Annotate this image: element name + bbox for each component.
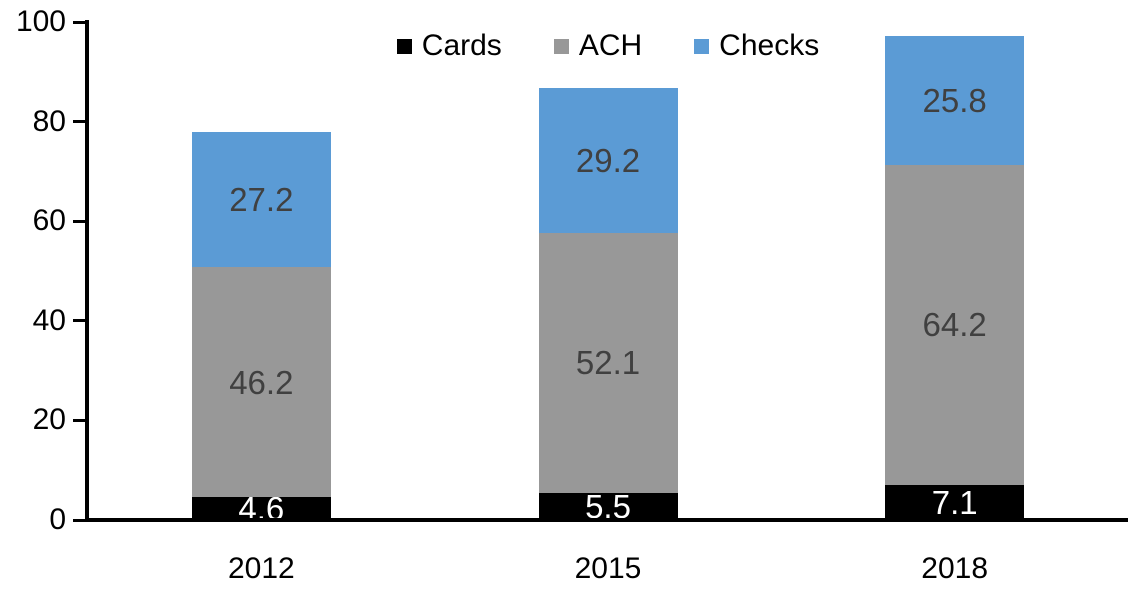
bar-segment-checks: 29.2 [538,87,678,234]
x-axis-category-label: 2018 [921,552,989,585]
bar-value-label: 64.2 [922,306,987,344]
y-axis-tick [73,518,85,522]
y-axis-tick-label: 80 [32,104,66,138]
bar-value-label: 52.1 [575,344,641,382]
y-axis-tick-label: 0 [49,503,66,536]
bar-value-label: 25.8 [922,82,987,120]
bar-segment-cards: 4.6 [191,492,331,525]
bar-segment-checks: 27.2 [191,131,331,268]
bar-2018: 7.1 64.2 25.8 [885,36,1025,521]
y-axis-tick [73,20,85,24]
x-axis-category-label: 2015 [574,552,642,585]
legend-label: ACH [578,29,643,62]
bar-segment-cards: 5.5 [538,487,678,525]
legend-item-ach: ACH [553,29,643,62]
bar-segment-ach: 52.1 [538,233,678,493]
bar-value-label: 7.1 [931,483,978,521]
bar-segment-checks: 25.8 [885,36,1025,165]
x-axis-line [85,518,1128,522]
legend-swatch-ach [553,38,569,54]
bar-segment-ach: 64.2 [885,164,1025,485]
bar-value-label: 5.5 [585,487,631,525]
legend: Cards ACH Checks [88,31,1128,61]
y-axis-tick-label: 60 [32,204,66,238]
bar-value-label: 46.2 [229,363,294,401]
y-axis-tick-label: 100 [15,5,66,38]
legend-item-checks: Checks [694,31,819,61]
legend-label: Cards [421,29,502,62]
bar-value-label: 27.2 [229,180,294,218]
y-axis-tick [73,219,85,223]
y-axis-tick [73,418,85,422]
y-axis-tick-label: 20 [32,403,66,437]
bar-segment-ach: 46.2 [191,267,331,498]
y-axis-tick-label: 40 [32,303,66,337]
y-axis-line [85,20,89,522]
bar-segment-cards: 7.1 [885,483,1025,521]
bar-2015: 5.5 52.1 29.2 [538,87,678,525]
y-axis-tick [73,319,85,323]
y-axis-tick [73,120,85,124]
legend-swatch-checks [694,38,710,54]
legend-label: Checks [719,29,820,62]
bar-2012: 4.6 46.2 27.2 [191,131,331,525]
legend-swatch-cards [396,38,412,54]
bar-value-label: 29.2 [575,141,641,179]
legend-item-cards: Cards [396,29,502,62]
x-axis-category-label: 2012 [227,552,295,585]
